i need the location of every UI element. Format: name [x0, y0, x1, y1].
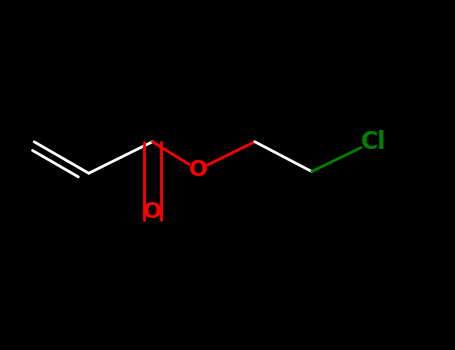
Text: O: O [143, 202, 162, 222]
Text: Cl: Cl [360, 130, 386, 154]
Text: O: O [188, 160, 207, 180]
